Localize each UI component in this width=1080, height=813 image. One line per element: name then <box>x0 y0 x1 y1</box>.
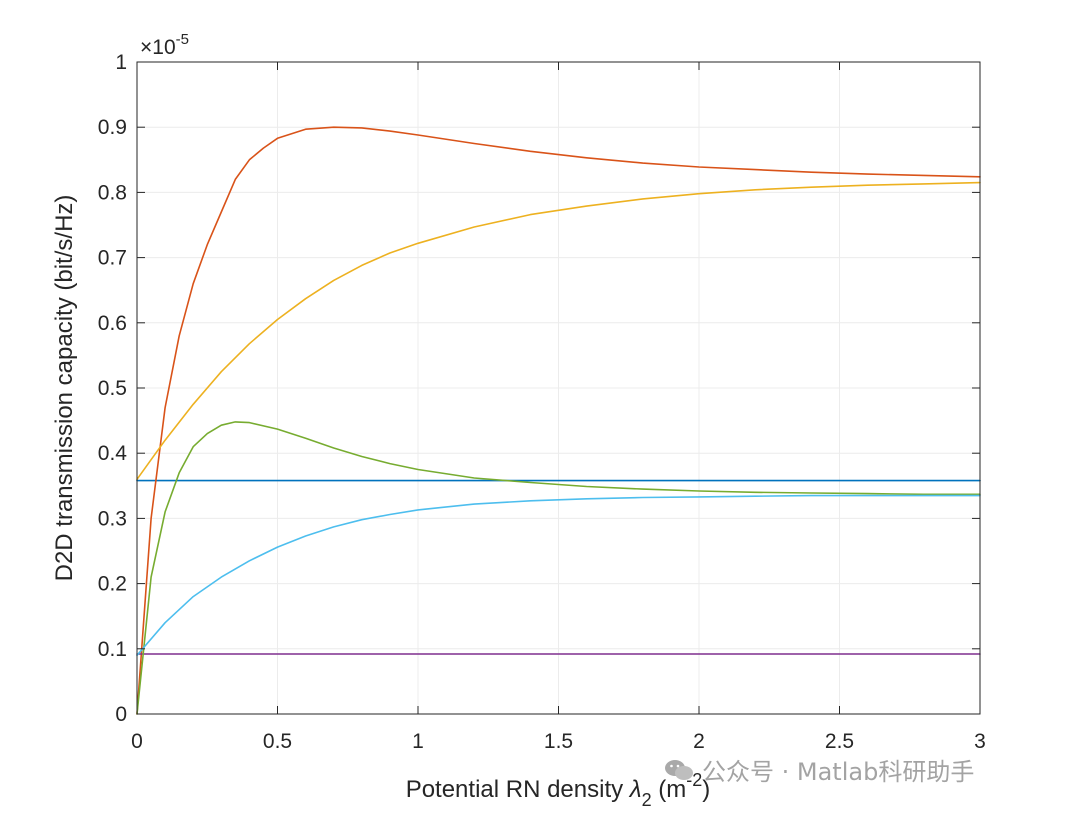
x-tick-label: 0.5 <box>263 730 292 753</box>
y-tick-label: 0.7 <box>98 247 127 270</box>
y-tick-label: 0 <box>115 703 127 726</box>
ticks: 0 0.5 1 1.5 2 2.5 3 0 0.1 0.2 0.3 0.4 0.5 0.6 0.7 0.8 0.… <box>98 51 986 753</box>
series-line-5 <box>136 421 981 715</box>
series-layer <box>136 126 981 715</box>
series-line-3 <box>136 181 981 481</box>
x-tick-label: 2.5 <box>825 730 854 753</box>
y-tick-label: 0.4 <box>98 442 128 465</box>
y-tick-label: 0.6 <box>98 312 127 335</box>
y-multiplier: ×10-5 <box>140 31 189 59</box>
y-tick-label: 1 <box>115 51 127 74</box>
y-tick-label: 0.1 <box>98 638 127 661</box>
y-tick-label: 0.3 <box>98 507 127 530</box>
y-tick-label: 0.8 <box>98 181 127 204</box>
y-tick-label: 0.9 <box>98 116 127 139</box>
x-tick-label: 0 <box>131 730 143 753</box>
series-line-6 <box>136 494 981 657</box>
x-tick-label: 3 <box>974 730 986 753</box>
y-tick-label: 0.2 <box>98 573 127 596</box>
y-tick-label: 0.5 <box>98 377 127 400</box>
x-tick-label: 2 <box>693 730 705 753</box>
watermark: 公众号 · Matlab科研助手 <box>664 752 974 787</box>
wechat-icon <box>665 759 693 780</box>
series-line-2 <box>136 126 981 715</box>
watermark-text: 公众号 · Matlab科研助手 <box>702 758 975 786</box>
x-tick-label: 1 <box>412 730 424 753</box>
x-tick-label: 1.5 <box>544 730 573 753</box>
y-axis-label: D2D transmission capacity (bit/s/Hz) <box>51 195 78 582</box>
